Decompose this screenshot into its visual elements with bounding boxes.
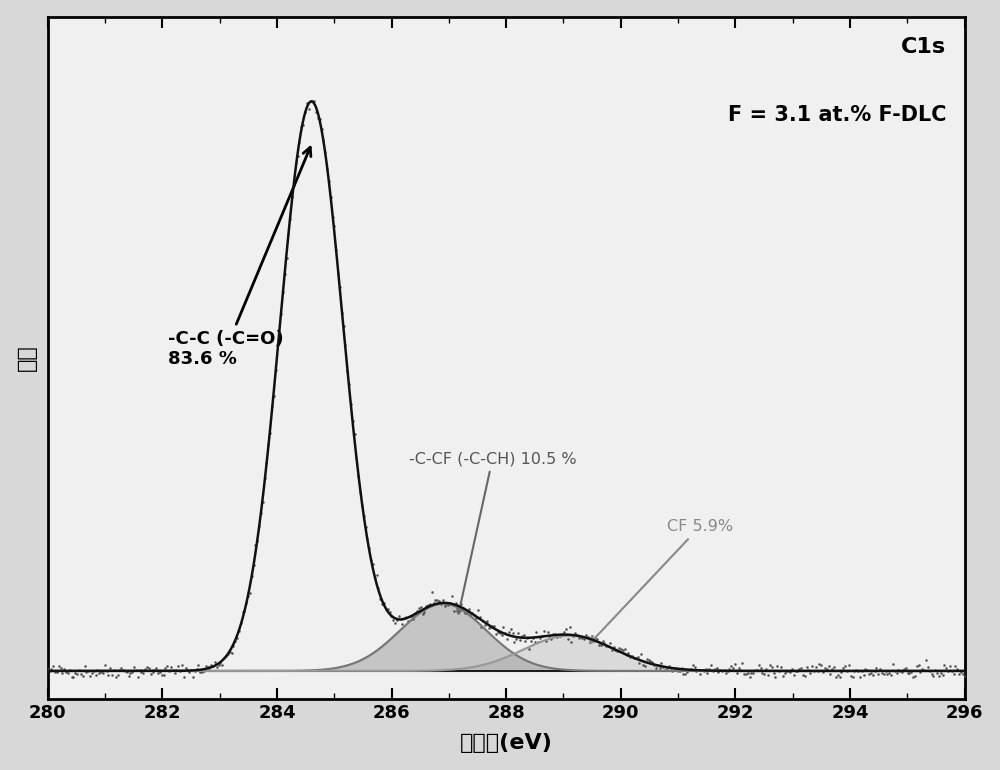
- Text: -C-CF (-C-CH) 10.5 %: -C-CF (-C-CH) 10.5 %: [409, 451, 576, 614]
- Y-axis label: 强度: 强度: [17, 345, 37, 371]
- Text: -C-C (-C=O)
83.6 %: -C-C (-C=O) 83.6 %: [168, 147, 311, 368]
- Text: C1s: C1s: [901, 37, 946, 57]
- Text: F = 3.1 at.% F-DLC: F = 3.1 at.% F-DLC: [728, 105, 946, 126]
- Text: CF 5.9%: CF 5.9%: [590, 520, 733, 643]
- X-axis label: 结合能(eV): 结合能(eV): [460, 733, 553, 753]
